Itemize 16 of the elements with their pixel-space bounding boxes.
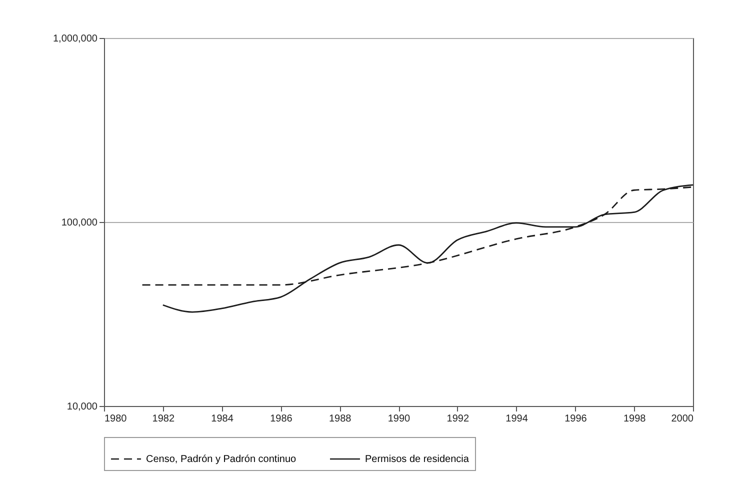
legend-label: Censo, Padrón y Padrón continuo [146, 454, 297, 465]
x-tick-label: 1998 [623, 414, 646, 424]
x-tick-label: 1990 [388, 414, 411, 424]
legend-label: Permisos de residencia [365, 454, 470, 465]
x-tick-label: 1986 [270, 414, 293, 424]
y-tick-label: 100,000 [61, 218, 98, 228]
x-tick-label: 1980 [104, 414, 128, 424]
y-tick-label: 10,000 [66, 402, 98, 412]
x-tick-label: 1988 [328, 414, 352, 424]
x-tick-label: 1992 [446, 414, 470, 424]
x-tick-label: 1984 [211, 414, 234, 424]
x-tick-label: 1982 [152, 414, 175, 424]
x-tick-label: 1994 [506, 414, 528, 424]
y-tick-label: 1,000,000 [53, 34, 98, 44]
x-tick-label: 1996 [564, 414, 588, 424]
x-tick-label: 2000 [671, 414, 694, 424]
